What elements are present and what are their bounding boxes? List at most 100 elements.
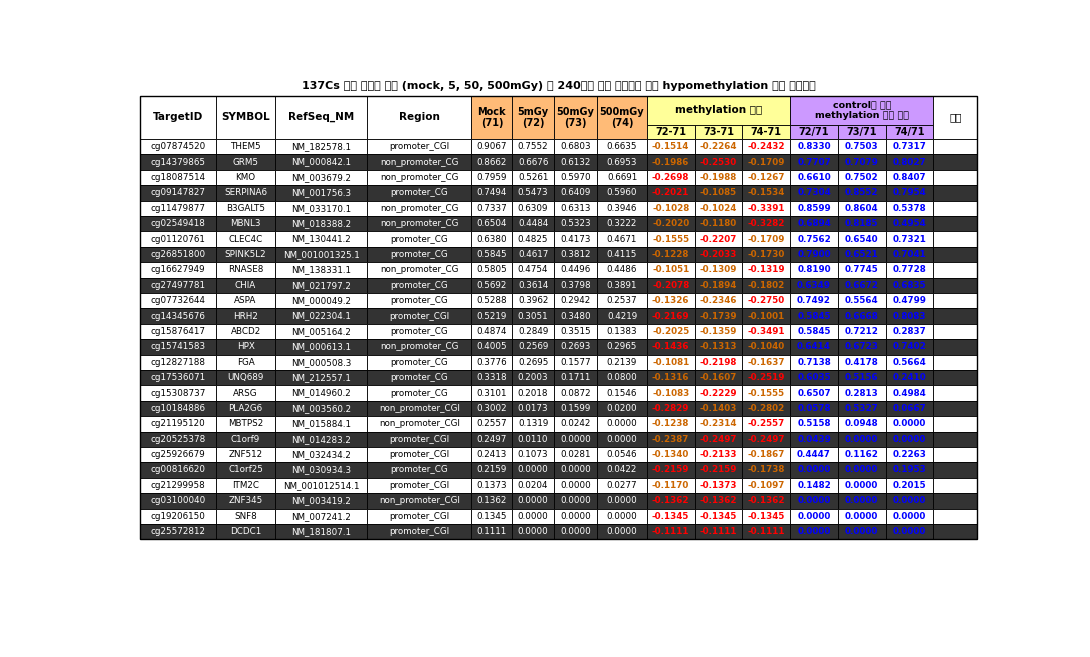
Bar (367, 524, 471, 539)
Bar (276, 355, 367, 370)
Text: NM_014960.2: NM_014960.2 (291, 388, 351, 397)
Text: 0.0204: 0.0204 (518, 481, 548, 490)
Bar (886, 385, 933, 401)
Bar (933, 308, 977, 324)
Text: -0.3491: -0.3491 (748, 327, 785, 336)
Bar (838, 401, 886, 416)
Text: 0.1073: 0.1073 (518, 450, 548, 459)
Text: 0.6035: 0.6035 (797, 373, 831, 382)
Bar (367, 463, 471, 478)
Text: promoter_CGI: promoter_CGI (389, 527, 449, 536)
Text: cg14345676: cg14345676 (150, 311, 205, 321)
Bar (367, 231, 471, 246)
Text: cg14379865: cg14379865 (150, 158, 206, 166)
Bar (790, 324, 838, 339)
Bar (276, 432, 367, 447)
Text: 0.6835: 0.6835 (893, 281, 926, 290)
Bar (597, 370, 646, 385)
Bar (933, 277, 977, 293)
Bar (790, 463, 838, 478)
Text: C1orf25: C1orf25 (228, 466, 263, 474)
Bar (838, 293, 886, 308)
Bar (554, 216, 597, 231)
Bar (933, 524, 977, 539)
Text: 0.6414: 0.6414 (797, 342, 831, 351)
Text: NM_181807.1: NM_181807.1 (291, 527, 351, 536)
Bar (216, 277, 276, 293)
Bar (790, 185, 838, 200)
Text: 0.1345: 0.1345 (476, 512, 507, 521)
Text: SYMBOL: SYMBOL (221, 112, 270, 122)
Text: SERPINA6: SERPINA6 (225, 189, 267, 197)
Bar (646, 355, 694, 370)
Bar (886, 463, 933, 478)
Bar (141, 478, 216, 493)
Text: ASPA: ASPA (234, 296, 257, 305)
Bar (646, 216, 694, 231)
Bar (694, 277, 742, 293)
Text: 0.0439: 0.0439 (797, 435, 831, 443)
Bar (367, 277, 471, 293)
Text: 0.7317: 0.7317 (893, 142, 926, 151)
Text: 0.5219: 0.5219 (476, 311, 507, 321)
Text: non_promoter_CG: non_promoter_CG (380, 342, 459, 351)
Bar (141, 324, 216, 339)
Text: ZNF512: ZNF512 (229, 450, 263, 459)
Bar (367, 139, 471, 154)
Text: -0.1730: -0.1730 (748, 250, 785, 259)
Bar (694, 493, 742, 509)
Text: Mock
(71): Mock (71) (477, 106, 506, 128)
Text: 0.1546: 0.1546 (607, 388, 638, 397)
Bar (886, 509, 933, 524)
Bar (471, 216, 512, 231)
Bar (646, 385, 694, 401)
Text: -0.1894: -0.1894 (700, 281, 737, 290)
Text: 0.5323: 0.5323 (560, 219, 591, 228)
Text: HRH2: HRH2 (233, 311, 258, 321)
Text: -0.2207: -0.2207 (700, 235, 737, 244)
Bar (471, 355, 512, 370)
Bar (597, 308, 646, 324)
Bar (597, 277, 646, 293)
Text: cg07732644: cg07732644 (150, 296, 206, 305)
Bar (216, 355, 276, 370)
Bar (933, 293, 977, 308)
Text: 0.2497: 0.2497 (476, 435, 507, 443)
Bar (838, 385, 886, 401)
Bar (838, 308, 886, 324)
Bar (554, 185, 597, 200)
Text: promoter_CG: promoter_CG (390, 250, 448, 259)
Bar (367, 370, 471, 385)
Bar (276, 96, 367, 139)
Text: 0.0000: 0.0000 (518, 466, 548, 474)
Text: 0.0000: 0.0000 (893, 496, 926, 505)
Bar (471, 262, 512, 277)
Bar (471, 432, 512, 447)
Text: 0.0200: 0.0200 (607, 404, 638, 413)
Text: non_promoter_CGI: non_promoter_CGI (379, 404, 460, 413)
Text: THEM5: THEM5 (230, 142, 261, 151)
Bar (216, 96, 276, 139)
Bar (694, 185, 742, 200)
Bar (597, 185, 646, 200)
Text: 0.5158: 0.5158 (797, 419, 831, 428)
Bar (554, 154, 597, 170)
Text: NM_005164.2: NM_005164.2 (291, 327, 351, 336)
Bar (367, 170, 471, 185)
Bar (554, 96, 597, 139)
Text: 0.0000: 0.0000 (797, 466, 831, 474)
Bar (512, 339, 554, 355)
Text: 0.8027: 0.8027 (893, 158, 926, 166)
Bar (216, 463, 276, 478)
Text: 0.2557: 0.2557 (476, 419, 507, 428)
Bar (790, 170, 838, 185)
Text: -0.2159: -0.2159 (700, 466, 737, 474)
Bar (471, 277, 512, 293)
Bar (367, 324, 471, 339)
Text: -0.2802: -0.2802 (748, 404, 785, 413)
Bar (471, 96, 512, 139)
Bar (742, 493, 790, 509)
Text: 0.4173: 0.4173 (560, 235, 591, 244)
Text: -0.1739: -0.1739 (700, 311, 737, 321)
Bar (838, 463, 886, 478)
